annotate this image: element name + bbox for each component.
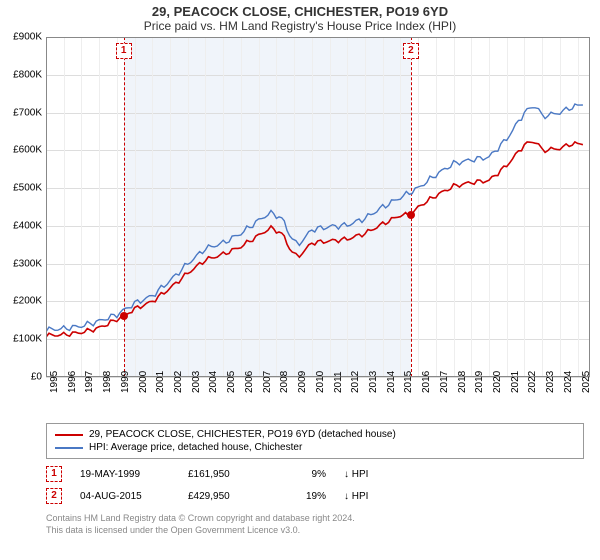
events-table: 1 19-MAY-1999 £161,950 9% ↓ HPI 2 04-AUG-2015 £… xyxy=(46,463,584,507)
x-tick-label: 2018 xyxy=(457,371,468,393)
x-tick-label: 2000 xyxy=(138,371,149,393)
event-date: 19-MAY-1999 xyxy=(80,469,170,480)
event-row-2: 2 04-AUG-2015 £429,950 19% ↓ HPI xyxy=(46,485,584,507)
chart-plot-area: £0£100K£200K£300K£400K£500K£600K£700K£80… xyxy=(46,37,590,377)
y-tick-label: £100K xyxy=(13,334,42,345)
x-tick-label: 2023 xyxy=(545,371,556,393)
x-tick-label: 2002 xyxy=(173,371,184,393)
x-tick-label: 2006 xyxy=(244,371,255,393)
y-tick-label: £400K xyxy=(13,220,42,231)
footer-line2: This data is licensed under the Open Gov… xyxy=(46,525,584,537)
y-tick-label: £300K xyxy=(13,258,42,269)
x-tick-label: 1995 xyxy=(49,371,60,393)
x-tick-label: 2011 xyxy=(333,371,344,393)
x-tick-label: 1999 xyxy=(120,371,131,393)
x-tick-label: 2016 xyxy=(421,371,432,393)
event-box-2: 2 xyxy=(46,488,62,504)
x-tick-label: 2012 xyxy=(350,371,361,393)
x-tick-label: 1996 xyxy=(67,371,78,393)
event-price: £429,950 xyxy=(188,491,268,502)
y-tick-label: £700K xyxy=(13,107,42,118)
x-tick-label: 2015 xyxy=(403,371,414,393)
x-tick-label: 2025 xyxy=(581,371,592,393)
x-axis-labels: 1995199619971998199920002001200220032004… xyxy=(46,377,590,417)
event-row-1: 1 19-MAY-1999 £161,950 9% ↓ HPI xyxy=(46,463,584,485)
footer-attribution: Contains HM Land Registry data © Crown c… xyxy=(46,513,584,536)
x-tick-label: 2007 xyxy=(262,371,273,393)
y-tick-label: £200K xyxy=(13,296,42,307)
x-tick-label: 2008 xyxy=(279,371,290,393)
legend-label-property: 29, PEACOCK CLOSE, CHICHESTER, PO19 6YD … xyxy=(89,429,396,440)
event-price: £161,950 xyxy=(188,469,268,480)
x-tick-label: 2019 xyxy=(474,371,485,393)
x-tick-label: 2004 xyxy=(208,371,219,393)
series-line-hpi xyxy=(46,104,583,332)
legend-box: 29, PEACOCK CLOSE, CHICHESTER, PO19 6YD … xyxy=(46,423,584,459)
chart-subtitle: Price paid vs. HM Land Registry's House … xyxy=(0,19,600,37)
y-tick-label: £500K xyxy=(13,183,42,194)
legend-swatch-hpi xyxy=(55,447,83,449)
event-arrow: ↓ HPI xyxy=(344,469,368,480)
event-pct: 19% xyxy=(286,491,326,502)
x-tick-label: 2009 xyxy=(297,371,308,393)
x-tick-label: 2020 xyxy=(492,371,503,393)
event-date: 04-AUG-2015 xyxy=(80,491,170,502)
x-tick-label: 2024 xyxy=(563,371,574,393)
legend-label-hpi: HPI: Average price, detached house, Chic… xyxy=(89,442,302,453)
x-tick-label: 2005 xyxy=(226,371,237,393)
event-pct: 9% xyxy=(286,469,326,480)
y-tick-label: £600K xyxy=(13,145,42,156)
event-box-1: 1 xyxy=(46,466,62,482)
x-tick-label: 2010 xyxy=(315,371,326,393)
chart-title: 29, PEACOCK CLOSE, CHICHESTER, PO19 6YD xyxy=(0,0,600,19)
legend-swatch-property xyxy=(55,434,83,436)
y-tick-label: £800K xyxy=(13,69,42,80)
footer-line1: Contains HM Land Registry data © Crown c… xyxy=(46,513,584,525)
x-tick-label: 2001 xyxy=(155,371,166,393)
x-tick-label: 2013 xyxy=(368,371,379,393)
event-arrow: ↓ HPI xyxy=(344,491,368,502)
x-tick-label: 2017 xyxy=(439,371,450,393)
y-tick-label: £900K xyxy=(13,32,42,43)
x-tick-label: 2022 xyxy=(527,371,538,393)
x-tick-label: 1998 xyxy=(102,371,113,393)
x-tick-label: 2003 xyxy=(191,371,202,393)
x-tick-label: 1997 xyxy=(84,371,95,393)
x-tick-label: 2021 xyxy=(510,371,521,393)
x-tick-label: 2014 xyxy=(386,371,397,393)
y-tick-label: £0 xyxy=(31,372,42,383)
